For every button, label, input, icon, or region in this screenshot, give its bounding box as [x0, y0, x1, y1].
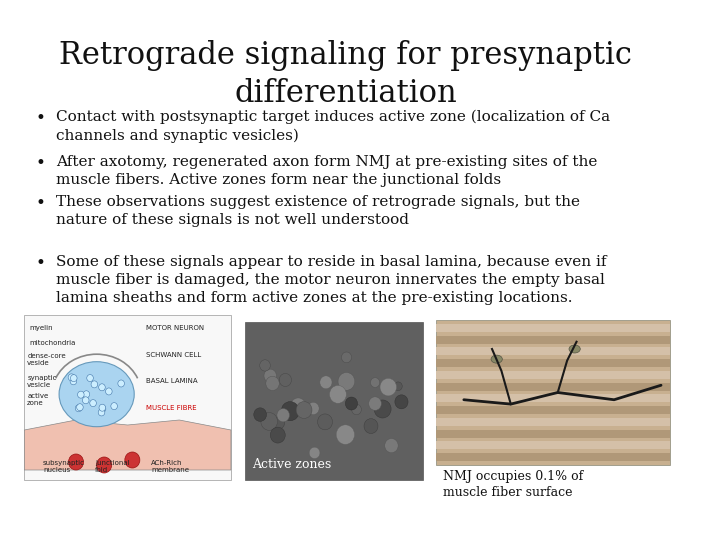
Circle shape	[374, 400, 391, 418]
Circle shape	[91, 381, 98, 388]
FancyBboxPatch shape	[436, 336, 670, 344]
Circle shape	[76, 405, 82, 412]
Circle shape	[330, 386, 346, 403]
Circle shape	[371, 377, 379, 387]
Text: junctional
fold: junctional fold	[95, 460, 130, 473]
FancyBboxPatch shape	[436, 383, 670, 390]
Text: These observations suggest existence of retrograde signals, but the
nature of th: These observations suggest existence of …	[56, 195, 580, 227]
Circle shape	[99, 384, 105, 391]
FancyBboxPatch shape	[436, 347, 670, 355]
Text: dense-core
veside: dense-core veside	[27, 353, 66, 366]
Circle shape	[282, 402, 300, 421]
Circle shape	[118, 380, 125, 387]
Circle shape	[309, 447, 320, 458]
Polygon shape	[24, 420, 231, 470]
Circle shape	[291, 398, 306, 414]
Circle shape	[341, 352, 351, 363]
FancyBboxPatch shape	[436, 418, 670, 426]
Circle shape	[71, 375, 77, 382]
Text: active
zone: active zone	[27, 393, 48, 406]
Circle shape	[261, 413, 277, 430]
Circle shape	[307, 402, 319, 415]
Circle shape	[82, 397, 89, 404]
Circle shape	[296, 402, 312, 418]
Text: Active zones: Active zones	[253, 458, 332, 471]
Circle shape	[351, 404, 361, 415]
FancyBboxPatch shape	[436, 371, 670, 379]
Circle shape	[266, 376, 279, 390]
Text: NMJ occupies 0.1% of
muscle fiber surface: NMJ occupies 0.1% of muscle fiber surfac…	[444, 470, 583, 499]
Circle shape	[277, 408, 289, 422]
FancyBboxPatch shape	[436, 441, 670, 449]
Ellipse shape	[569, 345, 580, 353]
Circle shape	[384, 438, 398, 453]
Circle shape	[380, 379, 397, 396]
Text: •: •	[35, 255, 45, 272]
Circle shape	[96, 457, 112, 473]
Circle shape	[98, 409, 105, 416]
Circle shape	[111, 403, 117, 410]
Circle shape	[76, 404, 84, 411]
FancyBboxPatch shape	[436, 394, 670, 402]
Circle shape	[274, 417, 284, 429]
Text: •: •	[35, 195, 45, 212]
Text: synaptic
vesicle: synaptic vesicle	[27, 375, 57, 388]
Text: •: •	[35, 110, 45, 127]
Circle shape	[260, 360, 270, 371]
FancyBboxPatch shape	[436, 429, 670, 437]
Circle shape	[336, 425, 354, 444]
FancyBboxPatch shape	[245, 322, 423, 480]
FancyBboxPatch shape	[436, 406, 670, 414]
Circle shape	[394, 382, 402, 390]
Text: •: •	[35, 155, 45, 172]
Circle shape	[369, 397, 382, 410]
Circle shape	[83, 391, 90, 398]
Text: BASAL LAMINA: BASAL LAMINA	[146, 378, 198, 384]
FancyBboxPatch shape	[436, 324, 670, 332]
FancyBboxPatch shape	[436, 453, 670, 461]
Text: ACh-Rich
membrane: ACh-Rich membrane	[151, 460, 189, 473]
Text: Some of these signals appear to reside in basal lamina, because even if
muscle f: Some of these signals appear to reside i…	[56, 255, 607, 305]
FancyBboxPatch shape	[24, 315, 231, 480]
Circle shape	[279, 374, 292, 387]
Circle shape	[90, 400, 96, 407]
Text: After axotomy, regenerated axon form NMJ at pre-existing sites of the
muscle fib: After axotomy, regenerated axon form NMJ…	[56, 155, 598, 187]
Circle shape	[87, 375, 94, 382]
Circle shape	[270, 427, 285, 443]
Text: myelin: myelin	[29, 325, 53, 331]
Circle shape	[106, 388, 112, 395]
Text: Retrograde signaling for presynaptic
differentiation: Retrograde signaling for presynaptic dif…	[59, 40, 632, 109]
Text: mitochondria: mitochondria	[29, 340, 76, 346]
Circle shape	[346, 397, 358, 410]
Circle shape	[364, 418, 378, 434]
FancyBboxPatch shape	[436, 359, 670, 367]
Text: subsynaptic
nucleus: subsynaptic nucleus	[43, 460, 85, 473]
Circle shape	[338, 373, 355, 390]
Ellipse shape	[491, 355, 503, 363]
Circle shape	[253, 408, 266, 421]
Text: Contact with postsynaptic target induces active zone (localization of Ca
channel: Contact with postsynaptic target induces…	[56, 110, 611, 143]
Circle shape	[68, 374, 75, 381]
Circle shape	[70, 378, 77, 385]
Circle shape	[264, 369, 276, 382]
Circle shape	[68, 454, 84, 470]
Text: MOTOR NEURON: MOTOR NEURON	[146, 325, 204, 331]
Circle shape	[318, 414, 333, 430]
Ellipse shape	[59, 362, 134, 427]
Circle shape	[78, 391, 84, 398]
Circle shape	[99, 404, 106, 411]
Text: SCHWANN CELL: SCHWANN CELL	[146, 352, 202, 358]
Circle shape	[125, 452, 140, 468]
Circle shape	[99, 406, 106, 413]
Circle shape	[395, 395, 408, 409]
Circle shape	[320, 376, 332, 389]
Text: MUSCLE FIBRE: MUSCLE FIBRE	[146, 405, 197, 411]
FancyBboxPatch shape	[436, 320, 670, 465]
